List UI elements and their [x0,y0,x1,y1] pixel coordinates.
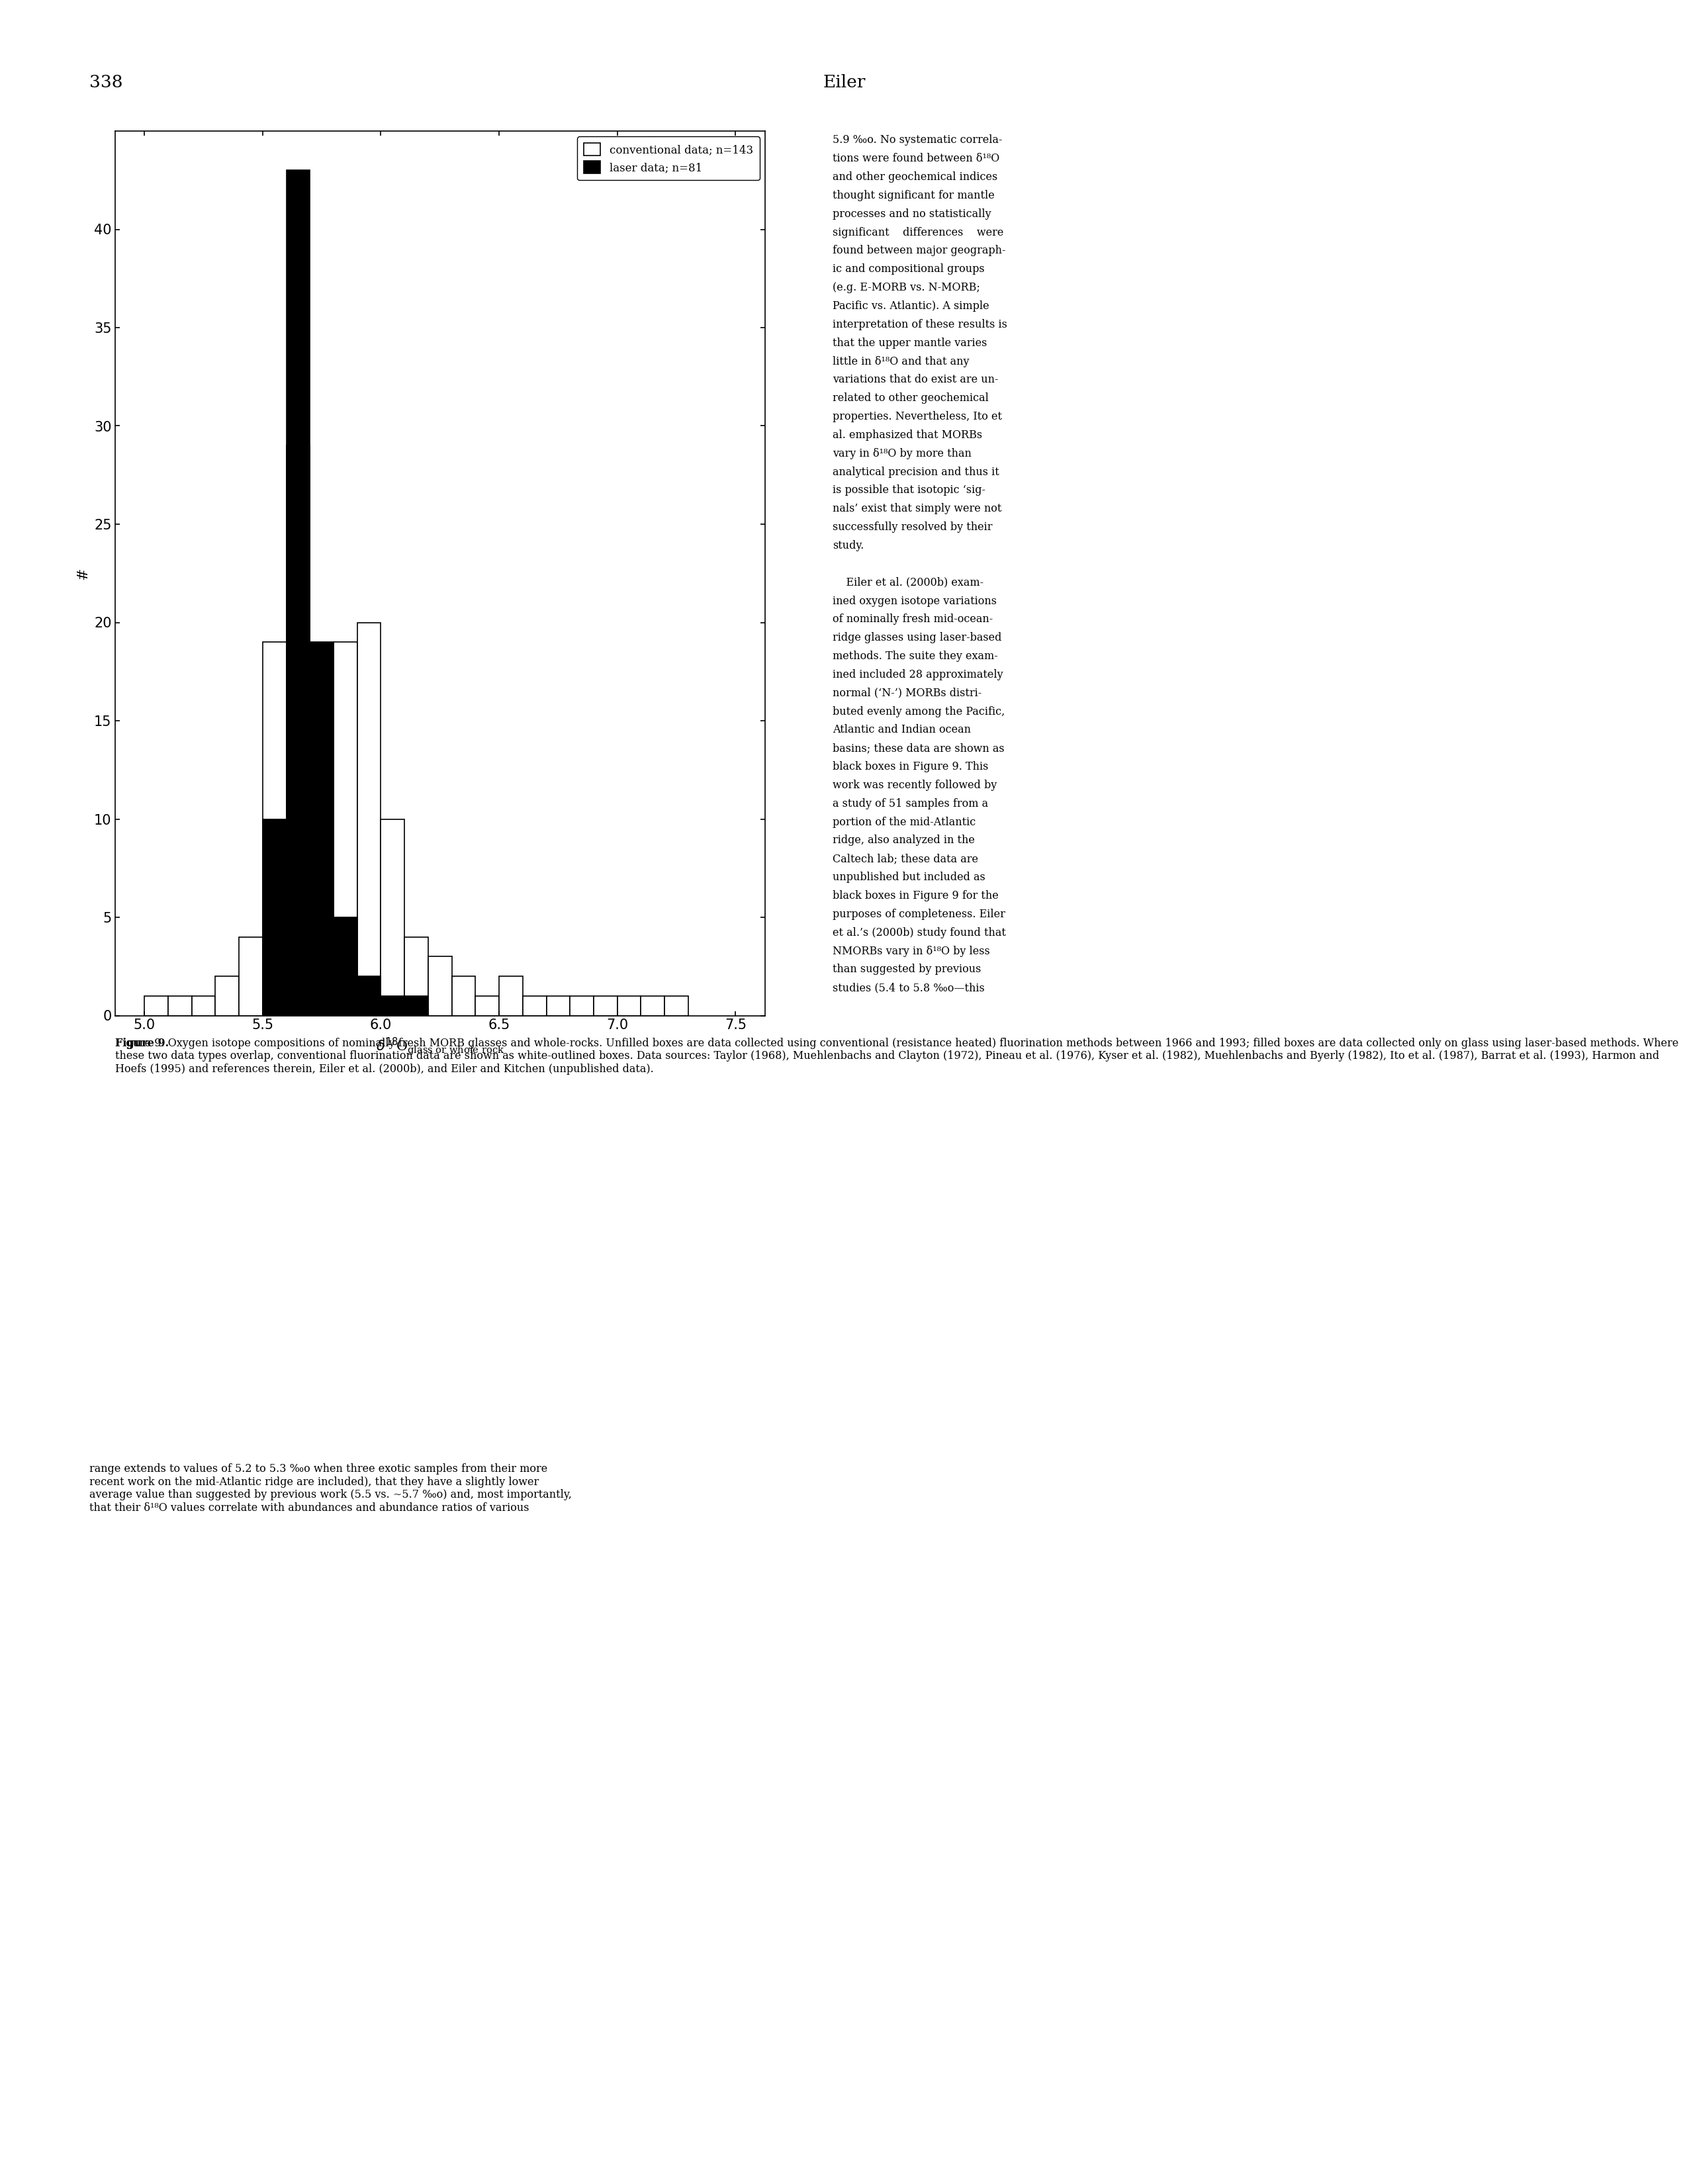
Text: range extends to values of 5.2 to 5.3 ‰o when three exotic samples from their mo: range extends to values of 5.2 to 5.3 ‰o… [90,1463,573,1514]
Bar [382,819,405,1016]
Text: 338: 338 [90,74,123,92]
Text: purposes of completeness. Eiler: purposes of completeness. Eiler [833,909,1005,919]
Text: black boxes in Figure 9 for the: black boxes in Figure 9 for the [833,891,998,902]
Bar [595,996,618,1016]
Text: black boxes in Figure 9. This: black boxes in Figure 9. This [833,762,988,773]
Bar [382,996,405,1016]
Text: ic and compositional groups: ic and compositional groups [833,264,985,275]
Bar [334,917,358,1016]
Text: methods. The suite they exam-: methods. The suite they exam- [833,651,998,662]
Text: little in δ¹⁸O and that any: little in δ¹⁸O and that any [833,356,969,367]
Text: and other geochemical indices: and other geochemical indices [833,173,998,183]
Bar [334,642,358,1016]
Text: Figure 9.: Figure 9. [115,1037,169,1048]
Bar [429,957,453,1016]
Bar [287,170,309,1016]
Bar [524,996,547,1016]
Text: a study of 51 samples from a: a study of 51 samples from a [833,797,988,810]
Bar [358,976,382,1016]
Text: significant    differences    were: significant differences were [833,227,1003,238]
Text: successfully resolved by their: successfully resolved by their [833,522,993,533]
Text: that the upper mantle varies: that the upper mantle varies [833,336,986,349]
Text: unpublished but included as: unpublished but included as [833,871,985,882]
Bar [547,996,571,1016]
Bar [571,996,595,1016]
Bar [287,446,309,1016]
Text: Figure 9. Oxygen isotope compositions of nominally fresh MORB glasses and whole-: Figure 9. Oxygen isotope compositions of… [115,1037,1679,1075]
Bar [642,996,664,1016]
Text: Caltech lab; these data are: Caltech lab; these data are [833,854,978,865]
Bar [358,622,382,1016]
Text: Eiler et al. (2000b) exam-: Eiler et al. (2000b) exam- [833,577,983,587]
Bar [404,937,427,1016]
Text: ined oxygen isotope variations: ined oxygen isotope variations [833,596,997,607]
Text: al. emphasized that MORBs: al. emphasized that MORBs [833,430,983,441]
Text: studies (5.4 to 5.8 ‰o—this: studies (5.4 to 5.8 ‰o—this [833,983,985,994]
X-axis label: $\delta^{18}\!$O$_{\mathregular{glass\ or\ whole\ rock}}$: $\delta^{18}\!$O$_{\mathregular{glass\ o… [375,1035,505,1057]
Text: tions were found between δ¹⁸O: tions were found between δ¹⁸O [833,153,1000,164]
Bar [311,642,334,1016]
Text: Eiler: Eiler [823,74,866,92]
Text: vary in δ¹⁸O by more than: vary in δ¹⁸O by more than [833,448,971,459]
Text: properties. Nevertheless, Ito et: properties. Nevertheless, Ito et [833,411,1002,422]
Bar [618,996,640,1016]
Text: is possible that isotopic ‘sig-: is possible that isotopic ‘sig- [833,485,986,496]
Text: interpretation of these results is: interpretation of these results is [833,319,1007,330]
Text: buted evenly among the Pacific,: buted evenly among the Pacific, [833,705,1005,716]
Text: et al.’s (2000b) study found that: et al.’s (2000b) study found that [833,926,1007,939]
Text: found between major geograph-: found between major geograph- [833,245,1005,256]
Text: variations that do exist are un-: variations that do exist are un- [833,373,998,384]
Text: ridge, also analyzed in the: ridge, also analyzed in the [833,834,975,845]
Text: normal (‘N-’) MORBs distri-: normal (‘N-’) MORBs distri- [833,688,981,699]
Bar [453,976,476,1016]
Text: study.: study. [833,539,865,550]
Bar [216,976,240,1016]
Text: NMORBs vary in δ¹⁸O by less: NMORBs vary in δ¹⁸O by less [833,946,990,957]
Text: basins; these data are shown as: basins; these data are shown as [833,743,1005,753]
Bar [500,976,524,1016]
Y-axis label: #: # [76,568,91,579]
Text: thought significant for mantle: thought significant for mantle [833,190,995,201]
Bar [665,996,689,1016]
Bar [404,996,427,1016]
Text: (e.g. E-MORB vs. N-MORB;: (e.g. E-MORB vs. N-MORB; [833,282,980,293]
Text: 5.9 ‰o. No systematic correla-: 5.9 ‰o. No systematic correla- [833,135,1003,146]
Text: ined included 28 approximately: ined included 28 approximately [833,668,1003,679]
Bar [476,996,500,1016]
Text: of nominally fresh mid-ocean-: of nominally fresh mid-ocean- [833,614,993,625]
Text: related to other geochemical: related to other geochemical [833,393,988,404]
Text: Pacific vs. Atlantic). A simple: Pacific vs. Atlantic). A simple [833,301,990,312]
Bar [145,996,169,1016]
Bar [311,662,334,1016]
Text: portion of the mid-Atlantic: portion of the mid-Atlantic [833,817,976,828]
Text: work was recently followed by: work was recently followed by [833,780,997,791]
Bar [167,996,191,1016]
Bar [193,996,216,1016]
Bar [240,937,263,1016]
Bar [263,819,287,1016]
Text: than suggested by previous: than suggested by previous [833,963,981,974]
Text: ridge glasses using laser-based: ridge glasses using laser-based [833,631,1002,644]
Legend: conventional data; n=143, laser data; n=81: conventional data; n=143, laser data; n=… [578,138,760,179]
Text: Atlantic and Indian ocean: Atlantic and Indian ocean [833,725,971,736]
Text: processes and no statistically: processes and no statistically [833,207,991,221]
Bar [263,642,287,1016]
Text: nals’ exist that simply were not: nals’ exist that simply were not [833,502,1002,515]
Text: analytical precision and thus it: analytical precision and thus it [833,467,1000,478]
